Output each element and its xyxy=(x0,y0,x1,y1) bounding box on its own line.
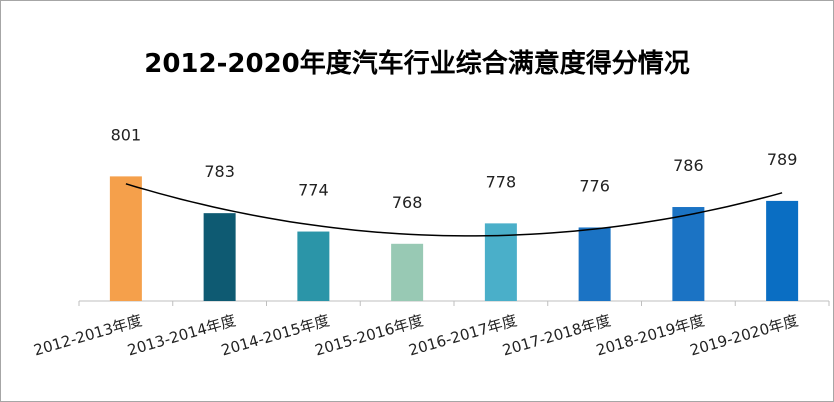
bar xyxy=(672,207,705,301)
bar xyxy=(766,200,799,301)
bar xyxy=(578,227,611,301)
bar xyxy=(391,243,424,301)
x-tick-label: 2017-2018年度 xyxy=(500,311,612,359)
bar xyxy=(109,176,142,301)
x-tick-label: 2019-2020年度 xyxy=(688,311,800,359)
trendline xyxy=(125,183,783,237)
bar xyxy=(203,213,236,301)
chart-title: 2012-2020年度汽车行业综合满意度得分情况 xyxy=(144,49,690,79)
x-tick-label: 2015-2016年度 xyxy=(313,311,425,359)
data-label: 768 xyxy=(392,193,423,212)
x-tick-label: 2014-2015年度 xyxy=(219,311,331,359)
x-tick-label: 2018-2019年度 xyxy=(594,311,706,359)
data-label: 776 xyxy=(579,176,610,195)
data-label: 783 xyxy=(204,162,235,181)
data-label: 801 xyxy=(111,125,142,144)
data-label: 774 xyxy=(298,181,329,200)
bar xyxy=(297,231,330,301)
x-tick-label: 2012-2013年度 xyxy=(32,311,144,359)
data-label: 789 xyxy=(767,150,798,169)
x-tick-label: 2013-2014年度 xyxy=(125,311,237,359)
x-tick-label: 2016-2017年度 xyxy=(407,311,519,359)
data-label: 786 xyxy=(673,156,704,175)
data-label: 778 xyxy=(486,172,517,191)
